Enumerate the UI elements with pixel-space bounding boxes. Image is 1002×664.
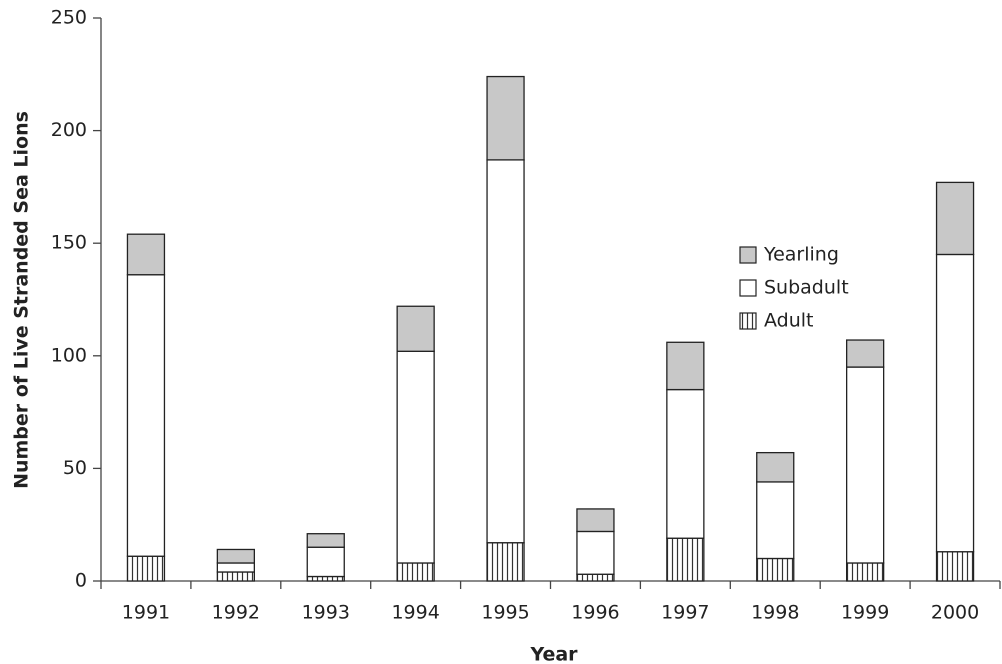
x-tick-label: 1993 <box>302 602 350 624</box>
legend-label: Adult <box>764 310 814 332</box>
y-tick-label: 50 <box>63 457 87 479</box>
x-axis-label: Year <box>529 644 578 664</box>
bar-segment <box>576 508 615 533</box>
y-tick-label: 250 <box>51 7 87 29</box>
x-tick-label: 1992 <box>212 602 260 624</box>
bar-segment <box>306 575 345 582</box>
x-tick-label: 1994 <box>391 602 439 624</box>
bar-segment <box>935 551 975 582</box>
x-tick-label: 1999 <box>841 602 889 624</box>
bar-segment <box>216 571 256 582</box>
bar-segment <box>486 159 525 544</box>
bar-segment <box>396 562 435 582</box>
x-tick-label: 2000 <box>931 602 979 624</box>
bar-segment <box>666 341 705 391</box>
bar-segment <box>576 530 615 575</box>
y-axis-label: Number of Live Stranded Sea Lions <box>11 111 33 489</box>
bar-segment <box>306 546 345 578</box>
x-tick-label: 1998 <box>751 602 799 624</box>
bar-segment <box>216 562 256 573</box>
bar-segment <box>846 366 885 564</box>
bar-segment <box>216 548 256 564</box>
bar-segment <box>486 542 525 582</box>
x-tick-label: 1991 <box>122 602 170 624</box>
bar-segment <box>576 573 615 582</box>
bar-segment <box>306 533 345 548</box>
bar-segment <box>846 339 885 368</box>
bar-segment <box>756 481 795 560</box>
y-tick-label: 200 <box>51 119 87 141</box>
bar-segment <box>846 562 885 582</box>
legend-swatch <box>739 279 757 297</box>
bar-segment <box>396 350 435 564</box>
legend-label: Yearling <box>763 244 839 266</box>
legend-swatch <box>739 312 757 330</box>
bar-segment <box>666 388 705 539</box>
bar-segment <box>396 305 435 352</box>
bar-segment <box>935 253 975 553</box>
x-tick-label: 1996 <box>571 602 619 624</box>
legend-label: Subadult <box>764 277 849 299</box>
bar-segment <box>756 451 795 483</box>
bar-segment <box>126 555 166 582</box>
y-tick-label: 100 <box>51 344 87 366</box>
x-tick-label: 1997 <box>661 602 709 624</box>
y-tick-label: 0 <box>75 570 87 592</box>
bar-segment <box>126 274 166 557</box>
bar-segment <box>126 233 166 276</box>
y-tick-label: 150 <box>51 232 87 254</box>
bar-segment <box>756 557 795 582</box>
bar-segment <box>486 75 525 161</box>
bar-segment <box>666 537 705 582</box>
bar-segment <box>935 181 975 256</box>
x-tick-label: 1995 <box>481 602 529 624</box>
legend-swatch <box>739 246 757 264</box>
